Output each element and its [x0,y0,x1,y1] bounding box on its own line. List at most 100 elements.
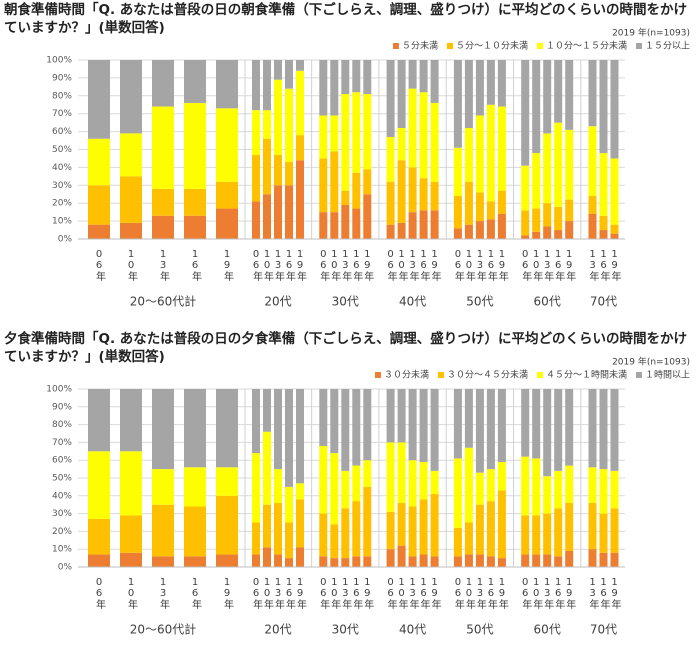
x-tick-label: 13年 [340,577,352,610]
x-tick-label: 16年 [553,577,565,610]
bar-segment [475,554,484,567]
x-tick-label: 16年 [351,577,363,610]
group-label: 30代 [332,623,359,637]
bar-segment [497,106,506,191]
bar-segment [341,470,350,509]
bar-segment [543,513,552,555]
bar-segment [216,60,238,109]
group-label: 20～60代計 [130,622,197,637]
bar-segment [216,389,238,468]
bar-segment [285,522,293,559]
y-tick-label: 20% [52,199,72,209]
bar-segment [386,136,395,182]
bar-segment [497,461,506,491]
bar-segment [565,60,574,130]
x-tick-label: 19年 [362,249,374,282]
legend-label: １時間以上 [645,370,690,381]
bar-segment [565,221,574,239]
bar-segment [486,469,495,502]
x-tick-label: 16年 [485,577,497,610]
bar-segment [386,442,395,512]
bar-segment [386,389,395,443]
bar-segment [352,60,361,93]
bar-segment [588,196,597,214]
bar-segment [330,453,339,525]
bar-segment [386,60,395,137]
bar-segment [152,469,174,505]
bar-segment [285,162,293,186]
y-tick-label: 30% [52,509,72,519]
bar-segment [319,445,328,514]
bar-segment [532,153,541,209]
bar-segment [120,515,142,553]
bar-segment [285,185,293,239]
bar-segment [296,389,304,484]
bar-segment [532,515,541,555]
bar-segment [453,556,462,567]
bar-segment [152,60,174,107]
bar-segment [397,128,406,161]
bar-segment [543,60,552,134]
bar-segment [363,169,372,195]
bar-segment [430,470,439,495]
bar-segment [397,160,406,223]
bar-segment [521,165,530,211]
bar-segment [397,502,406,546]
bar-segment [274,185,282,239]
bar-segment [610,60,619,159]
bar-segment [464,554,473,567]
bar-segment [88,554,110,567]
bar-segment [341,190,350,205]
bar-segment [554,122,563,207]
bar-segment [430,389,439,471]
x-tick-label: 13年 [407,249,419,282]
bar-segment [88,224,110,239]
bar-segment [184,215,206,239]
bar-segment [319,513,328,557]
bar-segment [397,60,406,129]
bar-segment [274,389,282,470]
x-tick-label: 13年 [273,577,285,610]
bar-segment [341,94,350,191]
bar-segment [363,556,372,567]
bar-segment [521,515,530,555]
bar-segment [152,504,174,557]
x-tick-label: 19年 [429,249,441,282]
bar-segment [120,176,142,223]
bar-segment [554,230,563,239]
bar-segment [588,60,597,127]
x-tick-label: 06年 [318,577,330,610]
bar-segment [363,94,372,170]
bar-segment [184,506,206,557]
y-tick-label: 0% [58,235,73,245]
bar-segment [341,558,350,567]
bar-segment [486,201,495,220]
bar-segment [419,389,428,462]
bar-segment [216,495,238,555]
bar-segment [152,556,174,567]
x-tick-label: 13年 [158,577,170,610]
legend-label: ５分未満 [402,40,438,52]
bar-segment [408,556,417,567]
legend-label: ３０分～４５分未満 [447,369,528,381]
bar-segment [475,504,484,555]
bar-segment [554,556,563,567]
bar-segment [497,558,506,567]
bar-segment [430,181,439,211]
bar-segment [252,522,260,555]
group-label: 50代 [466,295,493,309]
legend-label: ３０分未満 [384,369,429,381]
bar-segment [263,60,271,111]
bar-segment [464,389,473,448]
bar-segment [319,556,328,567]
x-tick-label: 06年 [452,249,464,282]
y-tick-label: 100% [46,56,72,66]
question: 「Q. あなたは普段の日の夕食準備（下ごしらえ、調理、盛りつけ）に平均どのくらい… [4,331,687,365]
bar-segment [216,554,238,567]
bar-segment [419,178,428,211]
x-tick-label: 06年 [251,577,263,610]
x-tick-label: 16年 [351,249,363,282]
bar-segment [497,213,506,239]
group-label: 20～60代計 [130,294,197,309]
x-tick-label: 19年 [609,577,621,610]
